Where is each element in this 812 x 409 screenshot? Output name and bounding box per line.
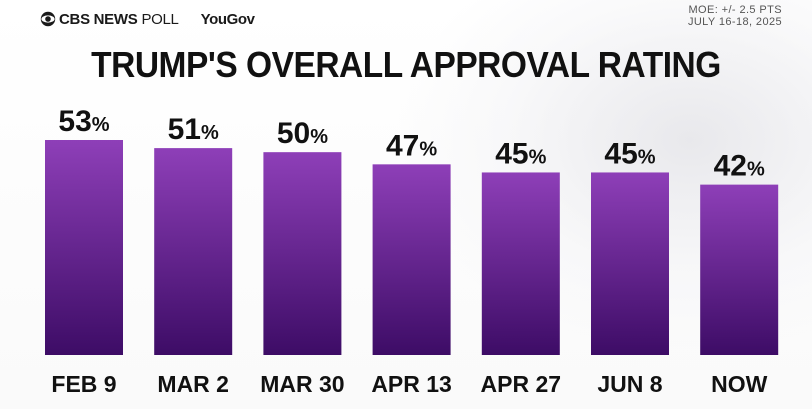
- value-label-mar-30: 50%: [277, 117, 328, 150]
- value-label-jun-8: 45%: [604, 137, 655, 170]
- category-label-jun-8: JUN 8: [597, 371, 662, 397]
- brand-poll-label: POLL: [141, 10, 179, 28]
- category-label-apr-13: APR 13: [371, 371, 452, 397]
- bar-jun-8: [591, 172, 669, 355]
- brand-cbs-label: CBS NEWS: [59, 10, 138, 28]
- poll-dates: JULY 16-18, 2025: [687, 16, 782, 28]
- moe-line: MOE: +/- 2.5 PTS: [688, 4, 782, 16]
- value-label-apr-13: 47%: [386, 129, 437, 162]
- cbs-eye-icon: [40, 11, 56, 27]
- brand-cbs-news: CBS NEWS POLL: [59, 11, 179, 28]
- bar-apr-27: [481, 172, 560, 355]
- value-label-now: 42%: [714, 150, 765, 183]
- bars-group: 53% FEB 9 51% MAR 2 50% MAR 30 47% APR 13 45% APR…: [45, 105, 779, 397]
- margin-of-error: MOE: +/- 2.5 PTS JULY 16-18, 2025: [688, 4, 782, 28]
- bar-mar-2: [154, 148, 233, 355]
- category-label-now: NOW: [711, 371, 768, 397]
- chart-title: TRUMP'S OVERALL APPROVAL RATING: [91, 44, 721, 85]
- value-label-apr-27: 45%: [495, 137, 546, 170]
- header-branding: CBS NEWS POLL YouGov: [40, 8, 255, 30]
- category-label-mar-2: MAR 2: [157, 371, 229, 397]
- category-label-mar-30: MAR 30: [260, 371, 344, 397]
- bar-feb-9: [45, 140, 123, 355]
- value-label-feb-9: 53%: [58, 105, 109, 138]
- category-label-feb-9: FEB 9: [51, 371, 116, 397]
- category-label-apr-27: APR 27: [481, 371, 562, 397]
- bar-now: [700, 184, 779, 355]
- value-label-mar-2: 51%: [168, 113, 219, 146]
- bar-apr-13: [372, 164, 451, 355]
- brand-yougov: YouGov: [200, 10, 255, 28]
- bar-mar-30: [263, 152, 342, 355]
